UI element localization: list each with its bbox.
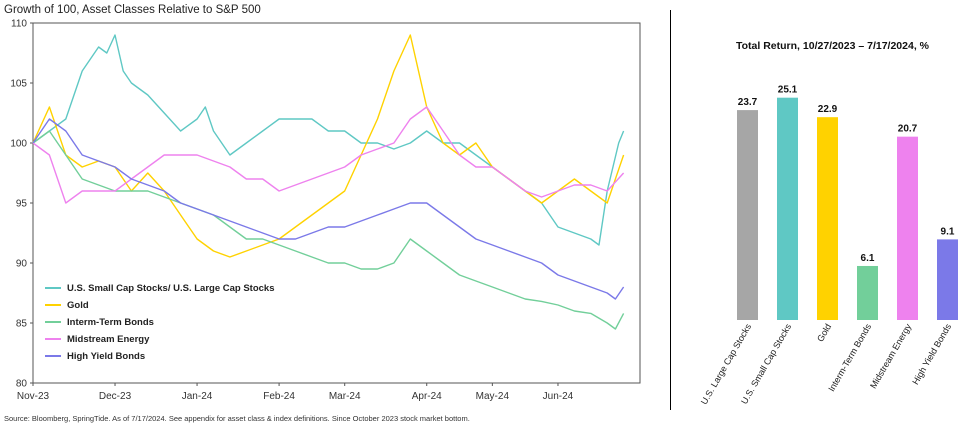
- legend-bg: [39, 334, 289, 347]
- y-tick-label: 80: [16, 379, 28, 390]
- chart-divider: [670, 10, 671, 410]
- x-tick-label: Mar-24: [329, 391, 361, 402]
- left-chart-title: Growth of 100, Asset Classes Relative to…: [4, 4, 261, 16]
- category-label-3: Interm-Term Bonds: [826, 322, 873, 394]
- bar-5: [937, 239, 958, 320]
- right-chart-title: Total Return, 10/27/2023 – 7/17/2024, %: [736, 40, 929, 52]
- y-tick-label: 95: [16, 199, 28, 210]
- y-tick-label: 110: [11, 19, 27, 30]
- series-line-4: [32, 118, 625, 300]
- x-tick-label: Feb-24: [263, 391, 295, 402]
- source-note: Source: Bloomberg, SpringTide. As of 7/1…: [4, 414, 470, 423]
- category-label-4: Midstream Energy: [868, 322, 913, 391]
- bar-value-label-4: 20.7: [898, 124, 918, 135]
- category-label-5: High Yield Bonds: [910, 322, 953, 387]
- legend-bg: [39, 283, 289, 296]
- series-line-2: [32, 130, 625, 330]
- bar-3: [857, 265, 878, 320]
- category-label-2: Gold: [815, 322, 833, 343]
- legend-entry-0: U.S. Small Cap Stocks/ U.S. Large Cap St…: [67, 283, 274, 294]
- bar-value-label-0: 23.7: [738, 97, 758, 108]
- legend-bg: [39, 351, 289, 364]
- legend-bg: [39, 317, 289, 330]
- legend-entry-3: Midstream Energy: [67, 334, 150, 345]
- x-tick-label: Nov-23: [17, 391, 50, 402]
- bar-0: [737, 110, 758, 320]
- legend-entry-2: Interm-Term Bonds: [67, 317, 154, 328]
- series-line-0: [32, 34, 625, 246]
- x-tick-label: May-24: [476, 391, 510, 402]
- x-tick-label: Jan-24: [182, 391, 213, 402]
- y-tick-label: 85: [16, 319, 28, 330]
- bar-value-label-1: 25.1: [778, 85, 798, 96]
- bar-value-label-5: 9.1: [941, 226, 955, 237]
- x-tick-label: Dec-23: [99, 391, 132, 402]
- legend-entry-1: Gold: [67, 300, 89, 311]
- x-tick-label: Apr-24: [412, 391, 442, 402]
- y-tick-label: 100: [10, 139, 27, 150]
- bar-2: [817, 117, 838, 321]
- y-tick-label: 105: [10, 79, 27, 90]
- legend-bg: [39, 300, 289, 313]
- y-tick-label: 90: [16, 259, 28, 270]
- bar-4: [897, 136, 918, 320]
- x-tick-label: Jun-24: [543, 391, 574, 402]
- legend-entry-4: High Yield Bonds: [67, 351, 145, 362]
- bar-1: [777, 97, 798, 320]
- bar-value-label-2: 22.9: [818, 104, 838, 115]
- bar-value-label-3: 6.1: [861, 253, 875, 264]
